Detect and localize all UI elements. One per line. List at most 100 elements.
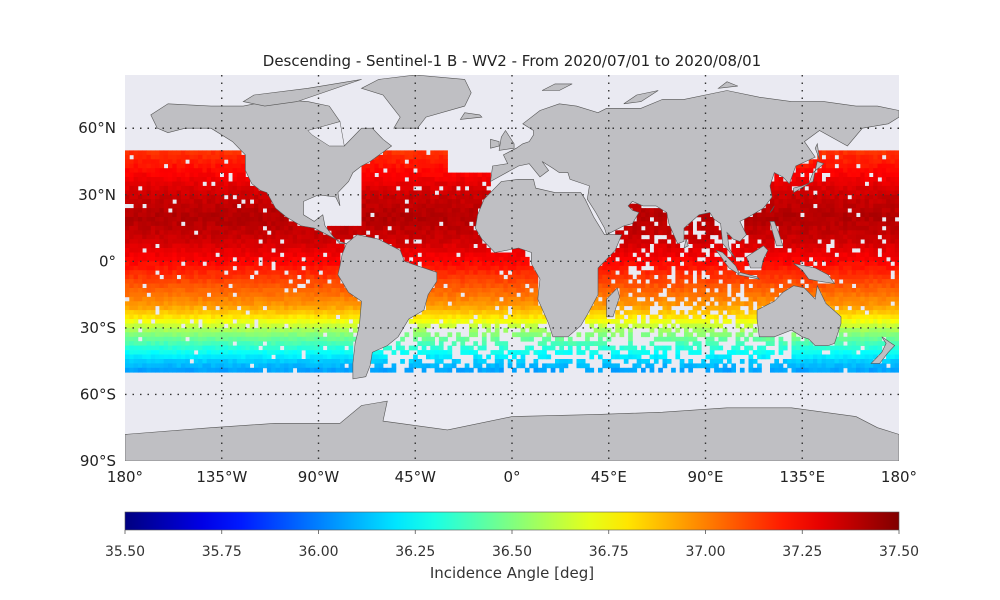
data-cell	[292, 234, 298, 240]
data-cell	[847, 181, 853, 187]
data-cell	[868, 243, 874, 249]
data-cell	[443, 274, 448, 280]
data-cell	[761, 234, 767, 240]
data-cell	[198, 239, 203, 244]
data-cell	[473, 203, 478, 209]
data-cell	[864, 234, 870, 240]
data-cell	[314, 279, 319, 284]
data-cell	[636, 239, 642, 244]
data-cell	[877, 301, 883, 307]
data-cell	[460, 212, 466, 218]
data-cell	[168, 283, 173, 289]
data-cell	[198, 350, 203, 355]
data-cell	[266, 208, 272, 213]
data-cell	[610, 252, 616, 258]
data-cell	[219, 203, 225, 209]
data-cell	[460, 248, 466, 253]
data-cell	[800, 243, 805, 249]
data-cell	[417, 168, 423, 173]
data-cell	[856, 283, 861, 289]
data-cell	[851, 234, 857, 240]
data-cell	[163, 336, 169, 342]
data-cell	[211, 296, 216, 302]
data-cell	[155, 296, 160, 302]
data-cell	[731, 248, 736, 253]
data-cell	[206, 319, 212, 324]
data-cell	[636, 208, 642, 213]
data-cell	[305, 341, 311, 346]
data-cell	[610, 319, 616, 324]
data-cell	[155, 319, 160, 324]
data-cell	[340, 305, 345, 311]
data-cell	[305, 310, 311, 315]
data-cell	[696, 221, 702, 227]
data-cell	[843, 168, 848, 173]
data-cell	[821, 212, 827, 218]
data-cell	[658, 239, 663, 244]
data-cell	[176, 168, 182, 173]
data-cell	[782, 225, 788, 231]
data-cell	[894, 234, 899, 240]
data-cell	[589, 305, 595, 311]
data-cell	[791, 248, 797, 253]
data-cell	[443, 261, 448, 267]
data-cell	[641, 230, 646, 236]
data-cell	[219, 301, 225, 307]
data-cell	[129, 314, 134, 320]
data-cell	[851, 190, 857, 196]
data-cell	[873, 288, 878, 293]
data-cell	[142, 225, 147, 231]
data-cell	[520, 265, 526, 271]
data-cell	[129, 212, 134, 218]
data-cell	[387, 159, 392, 165]
data-cell	[860, 256, 865, 262]
data-cell	[421, 181, 427, 187]
data-cell	[791, 279, 797, 284]
data-cell	[125, 305, 130, 311]
data-cell	[245, 190, 251, 196]
data-cell	[628, 234, 633, 240]
data-cell	[172, 345, 177, 351]
data-cell	[258, 243, 263, 249]
data-cell	[327, 225, 332, 231]
data-cell	[202, 252, 208, 258]
data-cell	[770, 256, 775, 262]
data-cell	[464, 274, 470, 280]
data-cell	[868, 341, 874, 346]
data-cell	[886, 301, 891, 307]
data-cell	[284, 314, 289, 320]
data-cell	[795, 239, 801, 244]
data-cell	[159, 234, 165, 240]
data-cell	[400, 230, 405, 236]
data-cell	[262, 292, 268, 298]
data-cell	[886, 150, 891, 156]
data-cell	[623, 301, 629, 307]
data-cell	[817, 345, 822, 351]
data-cell	[464, 208, 470, 213]
data-cell	[666, 305, 672, 311]
data-cell	[223, 163, 229, 169]
data-cell	[619, 296, 625, 302]
data-cell	[688, 345, 693, 351]
data-cell	[219, 248, 225, 253]
data-cell	[357, 314, 362, 320]
data-cell	[873, 225, 878, 231]
data-cell	[503, 265, 509, 271]
data-cell	[641, 243, 646, 249]
data-cell	[438, 163, 444, 169]
data-cell	[335, 296, 341, 302]
data-cell	[284, 265, 289, 271]
data-cell	[804, 248, 810, 253]
data-cell	[215, 265, 220, 271]
data-cell	[202, 172, 208, 178]
data-cell	[417, 332, 423, 338]
data-cell	[628, 301, 633, 307]
data-cell	[232, 234, 238, 240]
data-cell	[434, 177, 440, 182]
data-cell	[434, 350, 440, 355]
data-cell	[189, 336, 195, 342]
data-cell	[481, 265, 487, 271]
data-cell	[279, 256, 285, 262]
data-cell	[610, 288, 616, 293]
data-cell	[856, 314, 861, 320]
